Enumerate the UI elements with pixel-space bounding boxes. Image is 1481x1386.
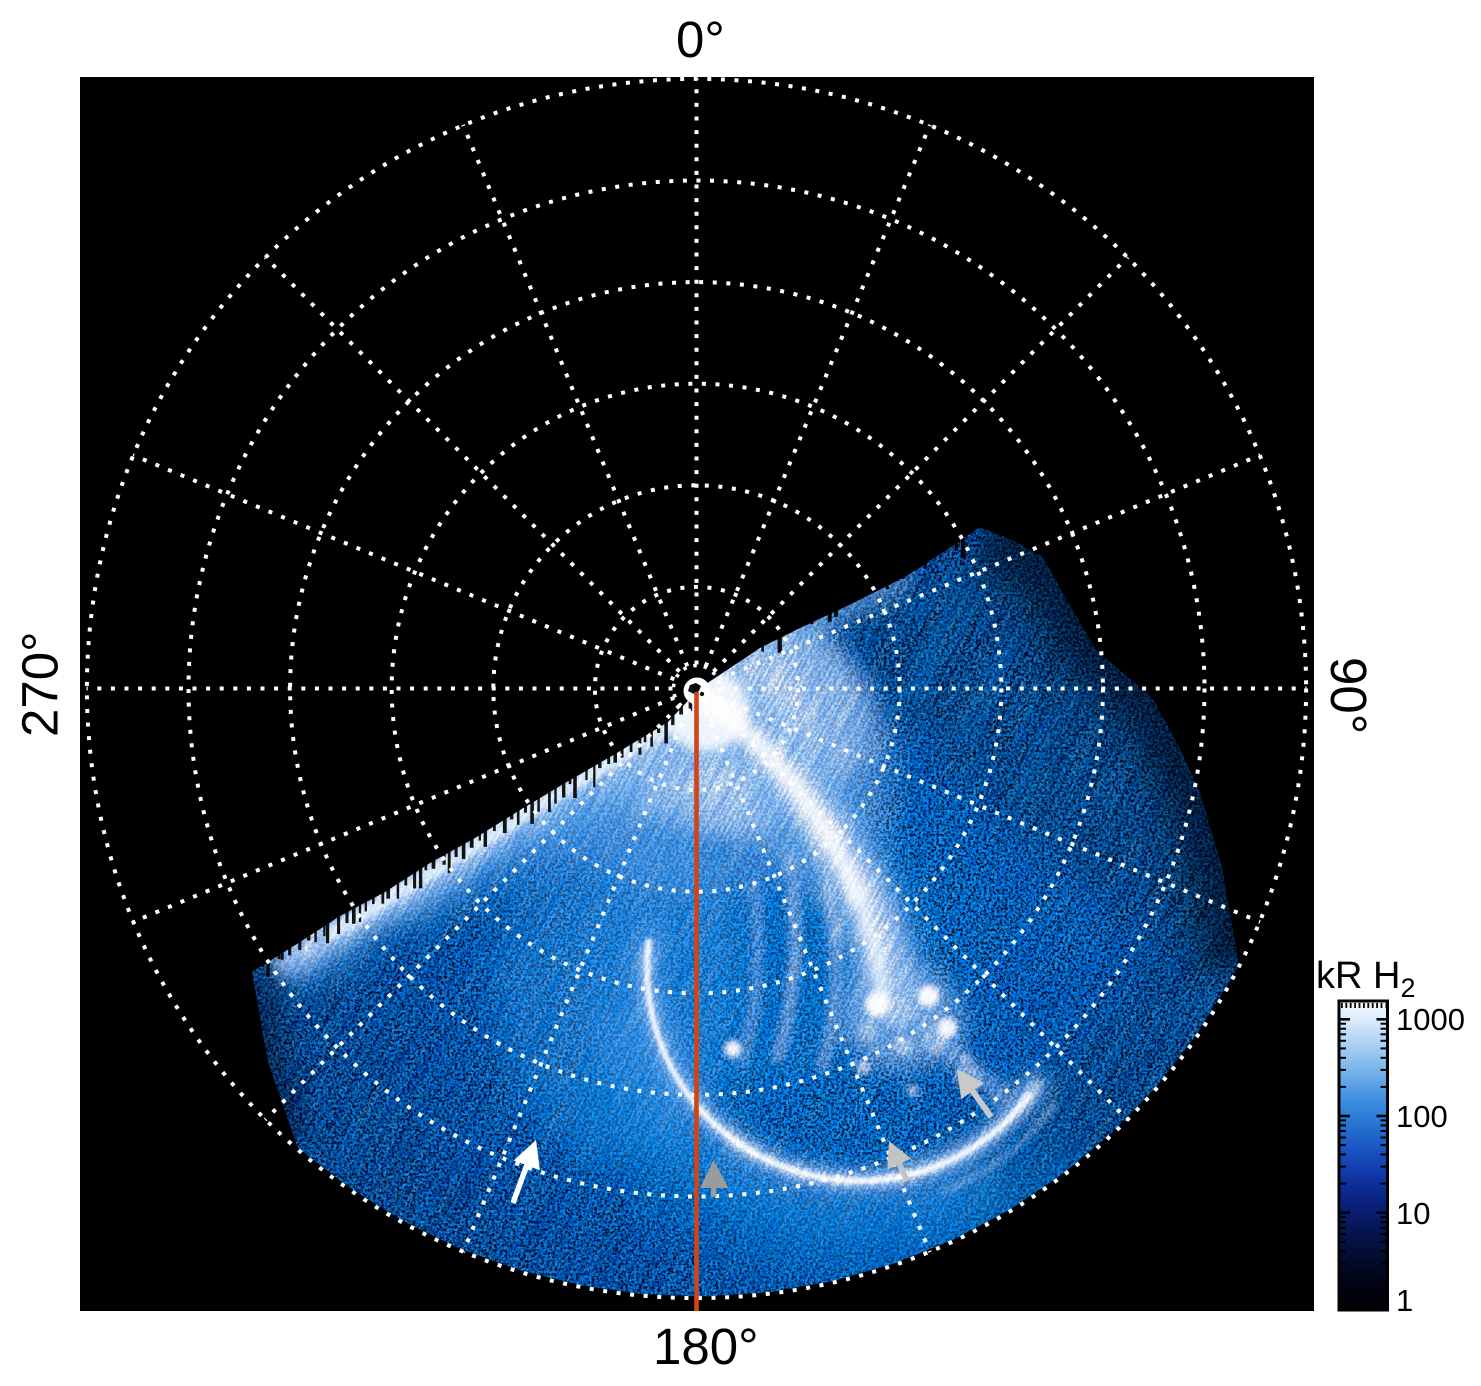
svg-text:100: 100 bbox=[1396, 1099, 1448, 1134]
svg-text:180°: 180° bbox=[653, 1318, 759, 1375]
svg-text:1000: 1000 bbox=[1396, 1002, 1465, 1037]
svg-text:0°: 0° bbox=[676, 11, 725, 68]
svg-text:270°: 270° bbox=[12, 632, 69, 738]
svg-text:90°: 90° bbox=[1320, 657, 1377, 734]
svg-text:10: 10 bbox=[1396, 1196, 1430, 1231]
svg-text:kR H2: kR H2 bbox=[1316, 955, 1415, 1003]
svg-text:1: 1 bbox=[1396, 1283, 1413, 1318]
